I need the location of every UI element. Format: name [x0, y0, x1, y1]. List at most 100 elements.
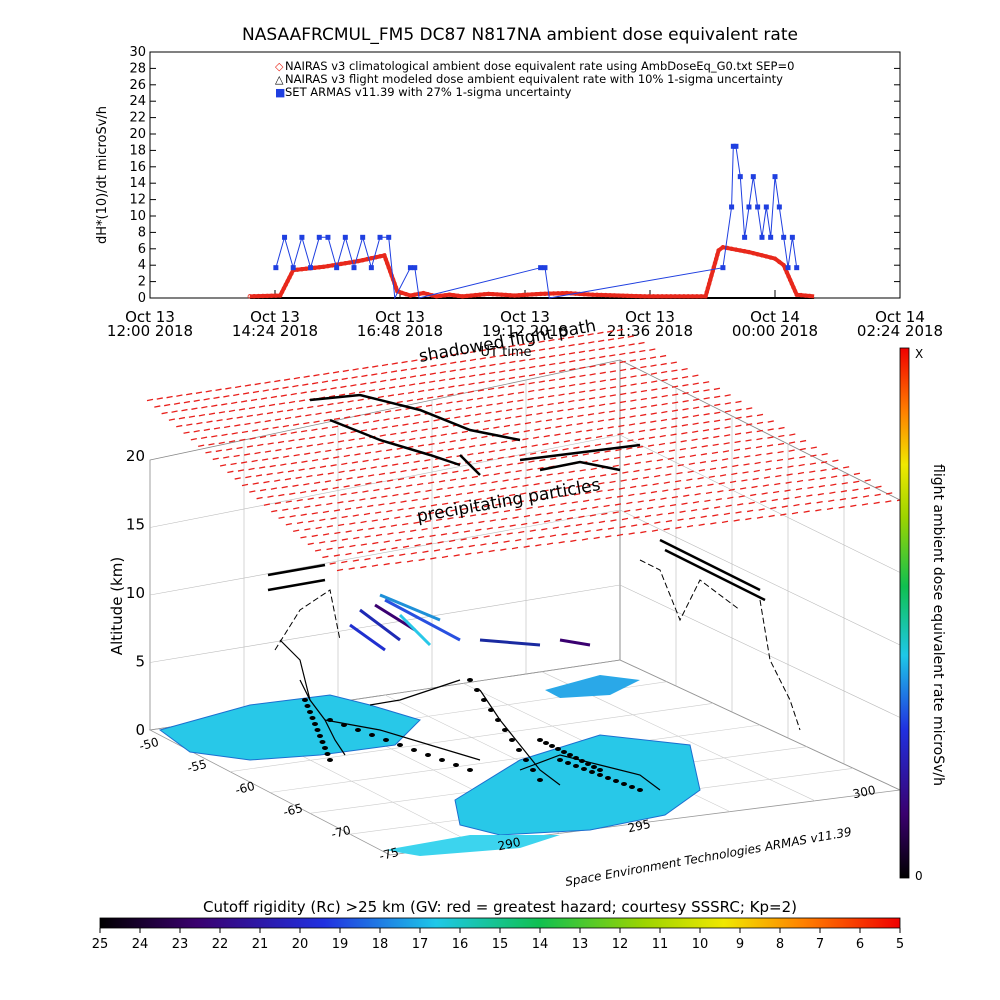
particle-mark	[419, 373, 427, 377]
nairas-point	[807, 293, 812, 299]
colorbar-tick-label: 9	[736, 937, 744, 952]
particle-mark	[469, 374, 476, 378]
nairas-point	[792, 288, 798, 294]
particle-mark	[626, 447, 633, 450]
particle-mark	[284, 477, 292, 481]
particle-mark	[614, 503, 622, 506]
particle-mark	[799, 447, 806, 451]
particle-mark	[533, 482, 540, 486]
particle-mark	[546, 473, 553, 476]
particle-mark	[315, 526, 322, 530]
particle-mark	[382, 517, 390, 521]
track-dot	[605, 776, 611, 780]
particle-mark	[574, 438, 581, 442]
particle-mark	[873, 501, 880, 505]
particle-mark	[375, 556, 383, 559]
particle-mark	[528, 341, 536, 345]
cutoff-rigidity-colorbar: Cutoff rigidity (Rc) >25 km (GV: red = g…	[92, 898, 904, 952]
nairas-point	[403, 291, 409, 297]
particle-mark	[292, 384, 299, 388]
colorbar-tick-label: 17	[412, 937, 429, 952]
particle-mark	[427, 481, 435, 484]
particle-mark	[523, 545, 530, 548]
precipitating-particles-field	[146, 328, 904, 572]
armas-point	[789, 234, 795, 240]
particle-mark	[280, 432, 287, 436]
armas-point	[282, 234, 288, 240]
particle-mark	[406, 484, 413, 487]
particle-mark	[564, 486, 572, 490]
credit-text: Space Environment Technologies ARMAS v11…	[564, 825, 853, 889]
wall-grid-line	[619, 434, 901, 573]
nairas-point	[651, 294, 656, 299]
particle-mark	[777, 450, 784, 454]
particle-mark	[660, 497, 667, 500]
particle-mark	[304, 528, 311, 531]
particle-mark	[282, 424, 289, 428]
particle-mark	[690, 509, 698, 512]
particle-mark	[457, 546, 464, 549]
nairas-point	[278, 293, 283, 298]
particle-mark	[450, 509, 457, 512]
armas-point	[368, 265, 374, 271]
particle-mark	[714, 395, 721, 399]
particle-mark	[528, 389, 535, 393]
track-dot	[317, 734, 323, 738]
particle-mark	[398, 530, 405, 534]
particle-mark	[387, 532, 394, 535]
particle-mark	[778, 426, 785, 430]
legend-entry: NAIRAS v3 climatological ambient dose eq…	[285, 59, 794, 73]
particle-mark	[455, 408, 462, 411]
particle-mark	[694, 493, 701, 496]
particle-mark	[771, 498, 778, 502]
particle-mark	[745, 439, 752, 442]
wall-grid-line	[149, 434, 621, 528]
particle-mark	[734, 432, 742, 436]
nairas-point	[714, 256, 719, 261]
nairas-point	[447, 292, 452, 297]
particle-mark	[270, 395, 278, 399]
track-dot	[629, 785, 635, 789]
particle-mark	[486, 527, 493, 530]
particle-mark	[569, 384, 576, 387]
particle-mark	[504, 416, 512, 420]
nairas-point	[699, 294, 704, 299]
particle-mark	[445, 547, 452, 551]
particle-mark	[319, 518, 326, 522]
particle-mark	[469, 358, 477, 362]
particle-mark	[478, 520, 485, 524]
particle-mark	[616, 533, 624, 537]
armas-point	[377, 234, 383, 240]
particle-mark	[745, 517, 752, 521]
particle-mark	[490, 442, 497, 445]
particle-mark	[284, 416, 292, 420]
track-dot	[567, 753, 573, 757]
particle-mark	[587, 421, 594, 424]
particle-mark	[550, 457, 557, 460]
particle-mark	[698, 523, 705, 527]
particle-mark	[588, 349, 595, 352]
particle-mark	[397, 477, 405, 481]
particle-mark	[262, 458, 269, 461]
particle-mark	[397, 508, 404, 511]
particle-mark	[268, 403, 276, 407]
particle-mark	[564, 432, 572, 435]
particle-mark	[648, 436, 656, 439]
particle-mark	[537, 404, 544, 407]
particle-mark	[391, 424, 399, 428]
particle-mark	[414, 544, 421, 547]
particle-mark	[195, 391, 203, 394]
particle-mark	[599, 363, 606, 367]
particle-mark	[421, 528, 428, 531]
particle-mark	[340, 385, 347, 389]
particle-mark	[383, 562, 390, 566]
particle-mark	[567, 336, 575, 339]
particle-mark	[758, 508, 765, 511]
particle-mark	[701, 445, 708, 448]
particle-mark	[276, 410, 284, 413]
track-dot	[597, 768, 603, 772]
particle-mark	[230, 462, 237, 466]
particle-mark	[709, 467, 717, 471]
particle-mark	[493, 472, 500, 476]
particle-mark	[414, 413, 421, 417]
